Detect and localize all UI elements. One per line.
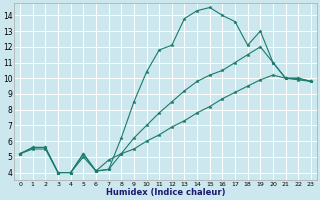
X-axis label: Humidex (Indice chaleur): Humidex (Indice chaleur) <box>106 188 225 197</box>
